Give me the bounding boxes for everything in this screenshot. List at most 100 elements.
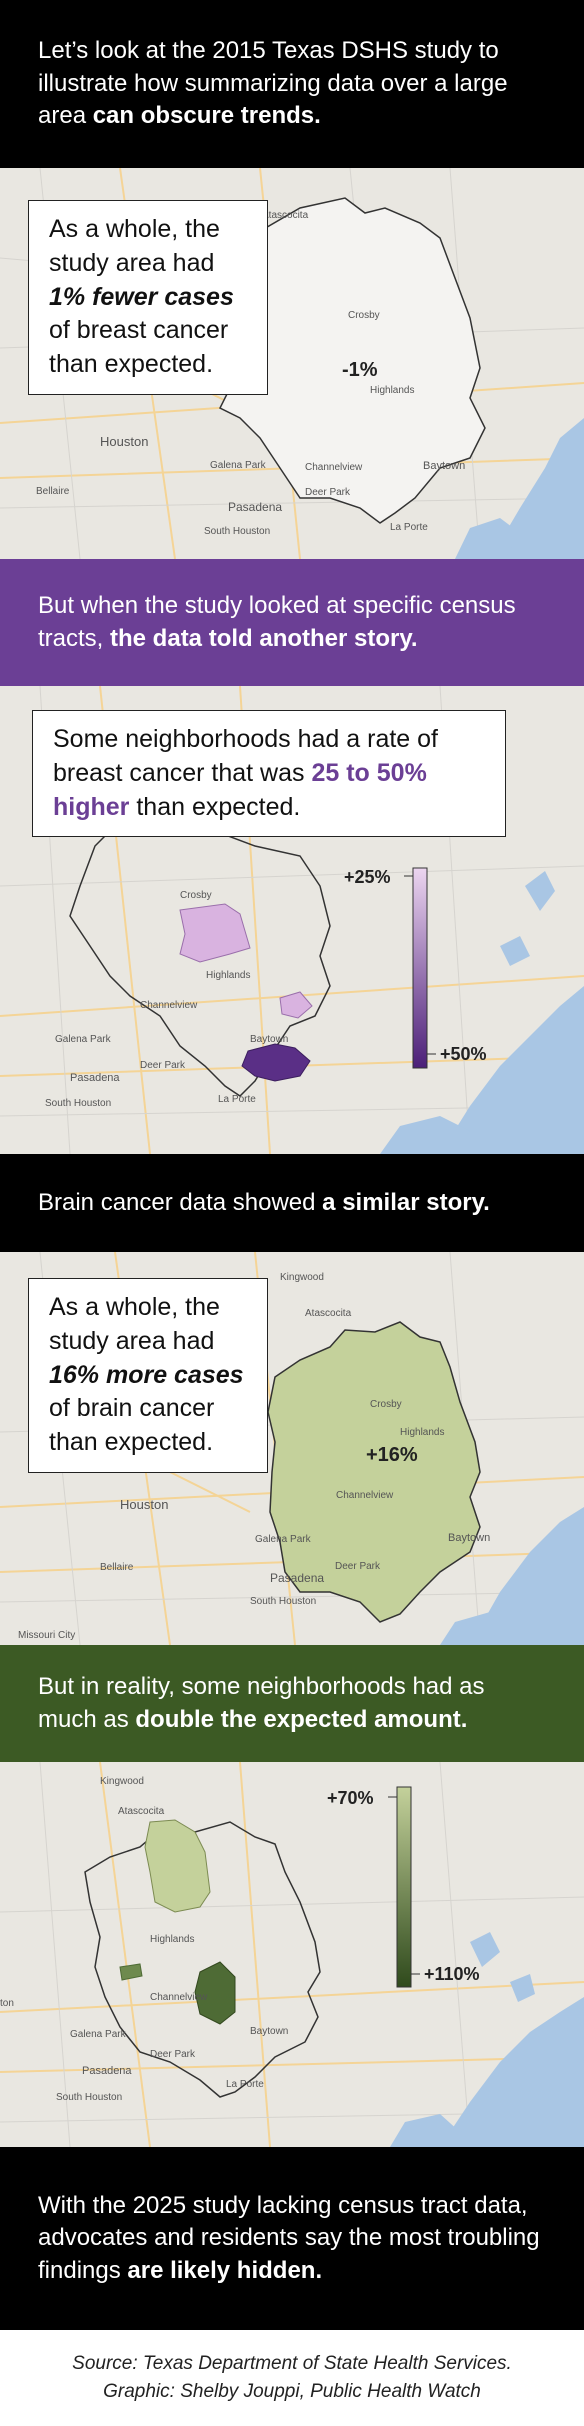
- brain-band-text: Brain cancer data showed: [38, 1188, 323, 1216]
- label-pasadena: Pasadena: [70, 1072, 120, 1084]
- label-atascocita: Atascocita: [262, 210, 309, 221]
- source-credit: Source: Texas Department of State Health…: [0, 2350, 584, 2405]
- brain-overall-map: Kingwood Atascocita Crosby Highlands Cha…: [0, 1252, 584, 1645]
- brain-legend-low: +70%: [327, 1788, 374, 1808]
- breast-tract-baytown: [279, 991, 313, 1019]
- breast-overall-region: [218, 197, 486, 524]
- brain-tracts-band-text: But in reality, some neighborhoods had a…: [38, 1673, 492, 1733]
- label-highlands: Highlands: [150, 1934, 194, 1945]
- callout-line: As a whole, the: [49, 215, 220, 243]
- callout-line: As a whole, the: [49, 1293, 220, 1321]
- label-la-porte: La Porte: [218, 1094, 256, 1105]
- label-channelview: Channelview: [336, 1490, 394, 1501]
- label-pasadena: Pasadena: [82, 2065, 132, 2077]
- callout-line: than expected.: [49, 1428, 214, 1456]
- label-galena-park: Galena Park: [255, 1534, 312, 1545]
- callout-line: than expected.: [49, 350, 214, 378]
- callout-line: of breast cancer: [49, 316, 229, 345]
- callout-line: of brain cancer: [49, 1394, 215, 1423]
- label-highlands: Highlands: [206, 970, 250, 981]
- label-crosby: Crosby: [348, 310, 380, 321]
- label-deer-park: Deer Park: [335, 1561, 381, 1572]
- brain-band: Brain cancer data showed a similar story…: [0, 1154, 584, 1252]
- breast-legend-bar: [412, 867, 428, 1069]
- callout-emphasis: 1% fewer cases: [49, 282, 234, 311]
- brain-tract-channelview: [119, 1963, 143, 1981]
- label-pasadena: Pasadena: [270, 1571, 324, 1585]
- label-crosby: Crosby: [180, 890, 212, 901]
- breast-tract-crosby: [179, 903, 251, 963]
- breast-tracts-band-bold: the data told another story.: [110, 624, 418, 652]
- label-channelview: Channelview: [305, 462, 363, 473]
- label-deer-park: Deer Park: [305, 487, 351, 498]
- callout-highlight: 25 to 50% higher: [53, 758, 427, 821]
- breast-tracts-band-text: But when the study looked at specific ce…: [38, 592, 523, 652]
- label-highlands: Highlands: [400, 1427, 444, 1438]
- callout-line: study area had: [49, 248, 215, 277]
- label-channelview: Channelview: [140, 1000, 198, 1011]
- graphic-credit-line: Graphic: Shelby Jouppi, Public Health Wa…: [103, 2380, 481, 2402]
- brain-overall-value: +16%: [366, 1444, 418, 1466]
- source-line: Source: Texas Department of State Health…: [72, 2353, 512, 2374]
- label-houston: Houston: [120, 1497, 168, 1512]
- label-houston: Houston: [100, 434, 148, 449]
- label-galena-park: Galena Park: [55, 1034, 112, 1045]
- breast-overall-value: -1%: [342, 359, 378, 381]
- label-bellaire: Bellaire: [36, 486, 70, 497]
- breast-tracts-map: Crosby Highlands Channelview Galena Park…: [0, 686, 584, 1154]
- intro-band: Let’s look at the 2015 Texas DSHS study …: [0, 0, 584, 168]
- callout-line: study area had: [49, 1326, 215, 1355]
- brain-overall-region: [267, 1321, 481, 1623]
- brain-tracts-band: But in reality, some neighborhoods had a…: [0, 1645, 584, 1762]
- closing-text-bold: are likely hidden.: [127, 2256, 323, 2284]
- label-south-houston: South Houston: [45, 1098, 111, 1109]
- label-south-houston: South Houston: [204, 526, 270, 537]
- breast-legend-low: +25%: [344, 867, 391, 887]
- breast-tracts-band: But when the study looked at specific ce…: [0, 559, 584, 686]
- label-baytown: Baytown: [423, 460, 465, 472]
- closing-text: With the 2025 study lacking census tract…: [38, 2191, 547, 2284]
- brain-tracts-map-svg: Kingwood Atascocita Highlands Channelvie…: [0, 1762, 584, 2147]
- brain-tract-atascocita: [144, 1819, 211, 1913]
- label-deer-park: Deer Park: [140, 1060, 186, 1071]
- brain-tracts-map: Kingwood Atascocita Highlands Channelvie…: [0, 1762, 584, 2147]
- callout-text: Some neighborhoods had a rate of breast …: [53, 725, 438, 787]
- breast-overall-map: Atascocita Crosby Highlands Channelview …: [0, 168, 584, 559]
- brain-tracts-band-bold: double the expected amount.: [135, 1705, 468, 1733]
- breast-tracts-callout: Some neighborhoods had a rate of breast …: [32, 710, 506, 838]
- closing-band: With the 2025 study lacking census tract…: [0, 2147, 584, 2330]
- brain-legend-high: +110%: [424, 1964, 480, 1984]
- label-crosby: Crosby: [370, 1399, 402, 1410]
- label-highlands: Highlands: [370, 385, 414, 396]
- label-baytown: Baytown: [250, 2026, 288, 2037]
- label-baytown: Baytown: [250, 1034, 288, 1045]
- label-la-porte: La Porte: [390, 522, 428, 533]
- breast-tract-la-porte: [241, 1043, 311, 1082]
- label-south-houston: South Houston: [56, 2092, 122, 2103]
- label-pasadena: Pasadena: [228, 500, 282, 514]
- breast-legend-high: +50%: [440, 1044, 487, 1064]
- label-missouri-city: Missouri City: [18, 1630, 75, 1641]
- brain-legend-bar: [396, 1786, 412, 1988]
- label-ton: ton: [0, 1998, 14, 2009]
- intro-text-bold: can obscure trends.: [92, 102, 321, 130]
- label-baytown: Baytown: [448, 1532, 490, 1544]
- brain-tract-deer-park: [194, 1961, 236, 2025]
- callout-emphasis: 16% more cases: [49, 1360, 244, 1389]
- label-atascocita: Atascocita: [118, 1806, 165, 1817]
- label-south-houston: South Houston: [250, 1596, 316, 1607]
- brain-band-bold: a similar story.: [322, 1188, 490, 1216]
- label-channelview: Channelview: [150, 1992, 208, 2003]
- label-kingwood: Kingwood: [280, 1272, 324, 1283]
- intro-text: Let’s look at the 2015 Texas DSHS study …: [38, 37, 515, 130]
- breast-overall-callout: As a whole, the study area had 1% fewer …: [28, 200, 268, 395]
- brain-tracts-region: [84, 1821, 321, 2098]
- brain-overall-callout: As a whole, the study area had 16% more …: [28, 1278, 268, 1473]
- label-la-porte: La Porte: [226, 2079, 264, 2090]
- label-bellaire: Bellaire: [100, 1562, 134, 1573]
- label-galena-park: Galena Park: [70, 2029, 127, 2040]
- callout-text-end: than expected.: [129, 792, 301, 821]
- label-deer-park: Deer Park: [150, 2049, 196, 2060]
- label-atascocita: Atascocita: [305, 1308, 352, 1319]
- label-galena-park: Galena Park: [210, 460, 267, 471]
